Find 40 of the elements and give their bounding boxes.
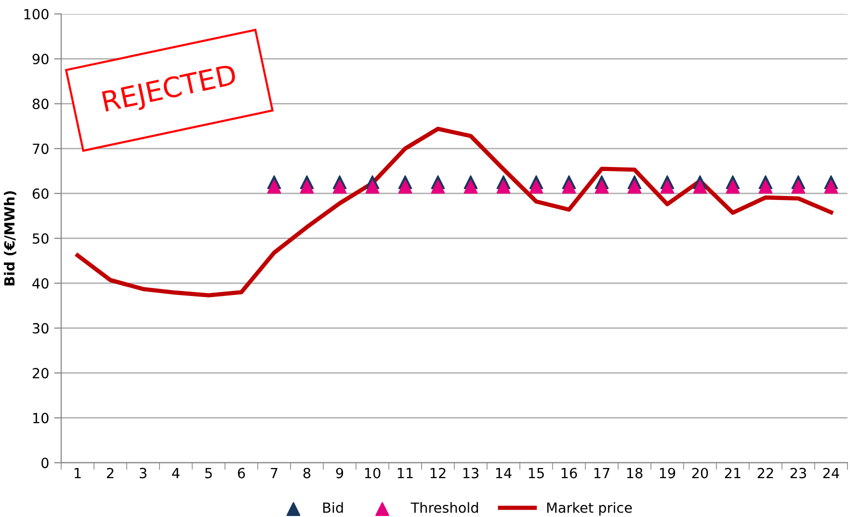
y-axis-title: Bid (€/MWh)	[4, 191, 16, 286]
x-tick-label: 7	[270, 468, 278, 478]
x-tick-label: 4	[172, 468, 180, 478]
x-tick-label: 10	[365, 468, 380, 478]
y-tick-label: 0	[41, 458, 48, 468]
x-tick-label: 11	[398, 468, 413, 478]
legend-label: Threshold	[410, 502, 478, 513]
x-tick-label: 1	[74, 468, 81, 478]
x-tick-label: 6	[238, 468, 245, 478]
x-tick-label: 16	[562, 468, 577, 478]
legend-label: Market price	[547, 502, 632, 516]
x-tick-label: 9	[336, 468, 344, 478]
x-tick-label: 24	[823, 468, 840, 478]
x-tick-label: 2	[106, 468, 114, 478]
x-tick-label: 3	[140, 468, 146, 478]
x-tick-label: 20	[692, 468, 708, 478]
x-tick-label: 23	[790, 468, 806, 478]
x-tick-label: 17	[594, 468, 610, 478]
x-tick-label: 15	[528, 468, 544, 478]
y-tick-label: 40	[32, 278, 48, 289]
x-tick-label: 8	[303, 468, 310, 478]
x-tick-label: 21	[724, 468, 740, 478]
x-tick-label: 19	[660, 468, 676, 478]
y-tick-label: 10	[33, 412, 48, 424]
y-tick-label: 20	[32, 368, 48, 378]
x-tick-label: 13	[463, 468, 478, 478]
y-tick-label: 30	[32, 323, 48, 334]
x-tick-label: 14	[496, 468, 512, 478]
x-tick-label: 5	[205, 468, 212, 478]
x-tick-label: 12	[430, 468, 446, 478]
y-tick-label: 60	[32, 188, 48, 199]
y-tick-label: 70	[32, 144, 48, 154]
y-tick-label: 50	[32, 233, 48, 244]
x-tick-label: 18	[627, 468, 642, 478]
y-tick-label: 80	[32, 98, 48, 110]
y-tick-label: 90	[32, 54, 48, 64]
x-tick-label: 22	[758, 468, 773, 478]
y-tick-label: 100	[24, 8, 48, 20]
annotation: REJECTED	[102, 64, 238, 117]
legend-label: Bid	[323, 502, 343, 513]
